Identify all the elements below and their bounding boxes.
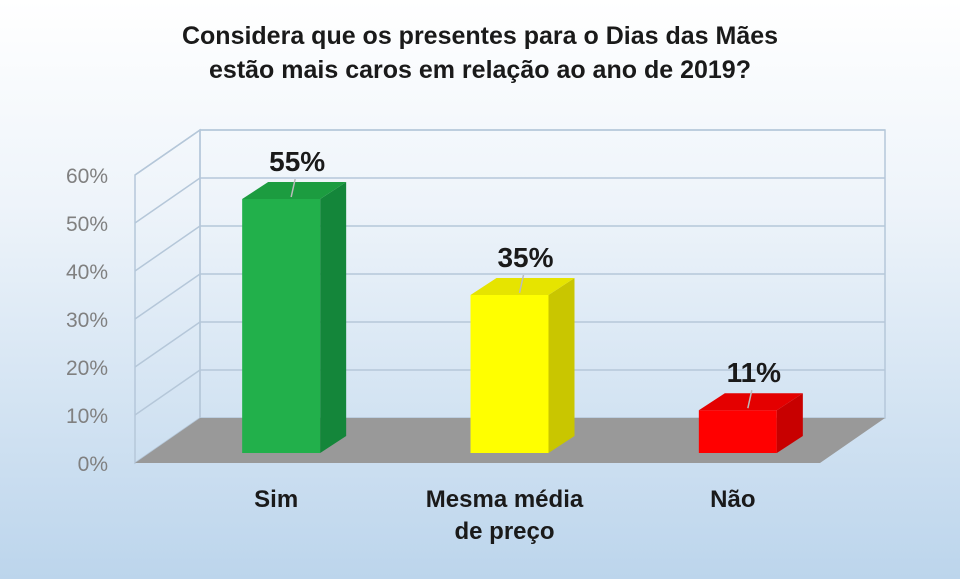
data-label: 11% xyxy=(727,357,782,388)
y-tick-label: 20% xyxy=(66,357,108,380)
chart-title-line-2: estão mais caros em relação ao ano de 20… xyxy=(209,56,751,84)
y-tick-label: 40% xyxy=(66,261,108,284)
gridline xyxy=(134,225,885,272)
bar-side xyxy=(776,393,803,453)
x-tick-label: Sim xyxy=(254,486,298,513)
x-tick-label: Não xyxy=(710,486,755,513)
bar xyxy=(242,199,321,453)
data-label-leader xyxy=(747,390,753,409)
bar xyxy=(470,295,549,453)
y-tick-label: 10% xyxy=(66,405,108,428)
data-label-leader xyxy=(290,178,296,198)
gridline xyxy=(134,129,885,176)
gridline xyxy=(134,321,885,368)
gridline xyxy=(134,273,885,320)
bar xyxy=(698,410,777,453)
x-tick-label: de preço xyxy=(454,518,554,545)
bar-top xyxy=(470,278,575,295)
data-label: 35% xyxy=(497,242,553,273)
chart-title-line-1: Considera que os presentes para o Dias d… xyxy=(181,22,779,50)
gridline xyxy=(134,177,885,224)
y-tick-label: 50% xyxy=(66,213,108,236)
y-tick-label: 60% xyxy=(66,165,108,188)
y-tick-label: 30% xyxy=(66,309,108,332)
bar-top xyxy=(698,393,803,411)
x-tick-label: Mesma média xyxy=(426,486,584,513)
y-tick-label: 0% xyxy=(78,453,108,476)
bar-top xyxy=(242,182,347,199)
bar-side xyxy=(320,182,347,453)
data-label-leader xyxy=(518,274,525,294)
gridline xyxy=(134,369,885,416)
data-label: 55% xyxy=(269,146,325,177)
bar-side xyxy=(548,278,575,453)
